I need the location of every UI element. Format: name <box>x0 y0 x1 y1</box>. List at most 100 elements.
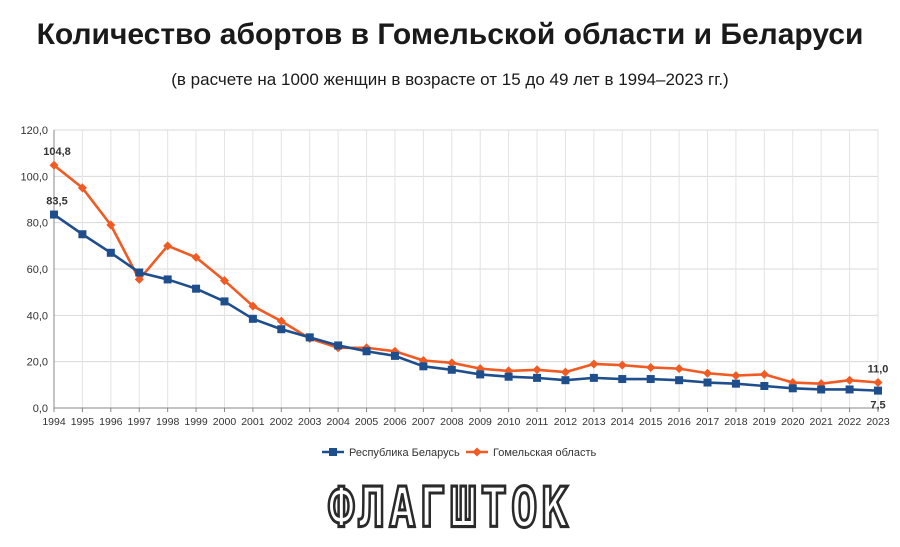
x-tick-label: 2017 <box>696 416 720 428</box>
y-tick-label: 80,0 <box>27 218 48 230</box>
data-point-belarus <box>390 351 399 360</box>
x-tick-label: 2016 <box>667 416 691 428</box>
data-point-belarus <box>817 385 826 394</box>
x-tick-label: 1996 <box>99 416 123 428</box>
data-point-belarus <box>277 325 286 334</box>
data-label: 104,8 <box>43 146 71 158</box>
x-tick-label: 2013 <box>582 416 606 428</box>
x-tick-label: 2002 <box>270 416 294 428</box>
data-point-gomel <box>276 316 286 326</box>
data-point-belarus <box>362 347 371 356</box>
y-tick-label: 120,0 <box>20 125 48 137</box>
x-tick-label: 2012 <box>554 416 578 428</box>
x-tick-label: 2020 <box>781 416 805 428</box>
x-tick-label: 2006 <box>383 416 407 428</box>
data-point-gomel <box>532 365 542 375</box>
data-point-belarus <box>675 376 684 385</box>
data-point-belarus <box>561 376 570 385</box>
x-tick-label: 2004 <box>326 416 350 428</box>
x-tick-label: 2010 <box>497 416 521 428</box>
data-point-gomel <box>646 362 656 372</box>
data-point-gomel <box>49 160 59 170</box>
data-point-gomel <box>134 274 144 284</box>
data-point-belarus <box>78 230 87 239</box>
legend-marker <box>472 447 482 457</box>
data-point-belarus <box>533 373 542 382</box>
x-tick-label: 1998 <box>156 416 180 428</box>
data-point-belarus <box>106 248 115 257</box>
y-tick-label: 0,0 <box>33 403 48 415</box>
data-label: 11,0 <box>868 364 889 376</box>
x-tick-label: 1994 <box>42 416 66 428</box>
data-point-gomel <box>589 359 599 369</box>
x-tick-label: 2000 <box>213 416 237 428</box>
data-point-gomel <box>617 360 627 370</box>
data-point-belarus <box>618 375 627 384</box>
data-point-belarus <box>589 373 598 382</box>
x-tick-label: 2023 <box>866 416 890 428</box>
x-tick-label: 2018 <box>724 416 748 428</box>
data-point-belarus <box>874 386 882 395</box>
data-point-belarus <box>50 210 58 219</box>
data-point-belarus <box>192 284 201 293</box>
data-point-gomel <box>845 375 855 385</box>
y-tick-label: 100,0 <box>20 171 48 183</box>
data-point-belarus <box>419 362 428 371</box>
data-point-belarus <box>504 372 513 381</box>
y-tick-label: 20,0 <box>27 357 48 369</box>
legend-label: Гомельская область <box>493 447 596 459</box>
data-point-belarus <box>135 268 144 277</box>
legend-label: Республика Беларусь <box>349 447 460 459</box>
x-tick-label: 2005 <box>355 416 379 428</box>
chart-subtitle: (в расчете на 1000 женщин в возрасте от … <box>171 70 729 89</box>
data-point-belarus <box>163 275 172 284</box>
data-point-gomel <box>873 378 883 388</box>
data-point-belarus <box>305 333 314 342</box>
series-line-belarus <box>53 213 879 392</box>
data-point-belarus <box>447 365 456 374</box>
data-point-gomel <box>731 371 741 381</box>
data-point-gomel <box>77 183 87 193</box>
x-tick-label: 2008 <box>440 416 464 428</box>
x-tick-label: 2022 <box>838 416 862 428</box>
x-tick-label: 2003 <box>298 416 322 428</box>
data-point-belarus <box>334 341 343 350</box>
line-chart: 0,0 20,0 40,0 60,0 80,0 100,0 120,0 1994 1995 199… <box>20 125 890 459</box>
x-tick-label: 2001 <box>241 416 265 428</box>
data-point-belarus <box>646 375 655 384</box>
data-point-gomel <box>560 367 570 377</box>
chart-title: Количество абортов в Гомельской области … <box>36 18 864 51</box>
data-point-gomel <box>759 369 769 379</box>
x-tick-label: 2009 <box>469 416 493 428</box>
data-point-belarus <box>731 379 740 388</box>
data-point-gomel <box>447 358 457 368</box>
x-tick-label: 2019 <box>753 416 777 428</box>
data-point-belarus <box>248 314 257 323</box>
data-point-belarus <box>845 385 854 394</box>
x-tick-label: 2014 <box>611 416 635 428</box>
x-tick-label: 2011 <box>526 416 549 428</box>
flagshtok-logo: ФЛАГШТОК <box>327 476 572 542</box>
x-tick-label: 2007 <box>412 416 436 428</box>
x-tick-label: 1999 <box>184 416 208 428</box>
legend-marker <box>329 448 337 456</box>
data-point-gomel <box>674 364 684 374</box>
data-point-belarus <box>476 370 485 379</box>
data-point-belarus <box>220 297 229 306</box>
data-point-gomel <box>703 368 713 378</box>
data-point-gomel <box>191 252 201 262</box>
y-tick-label: 40,0 <box>27 310 48 322</box>
data-point-gomel <box>248 301 258 311</box>
x-tick-label: 1997 <box>128 416 152 428</box>
data-point-belarus <box>703 378 712 387</box>
x-tick-label: 1995 <box>71 416 95 428</box>
data-point-gomel <box>219 276 229 286</box>
x-tick-label: 2021 <box>809 416 833 428</box>
data-point-gomel <box>163 241 173 251</box>
data-label: 7,5 <box>870 400 885 412</box>
data-point-gomel <box>106 220 116 230</box>
x-tick-label: 2015 <box>639 416 663 428</box>
series-line-gomel <box>53 164 879 385</box>
data-label: 83,5 <box>46 196 67 208</box>
y-tick-label: 60,0 <box>27 264 48 276</box>
